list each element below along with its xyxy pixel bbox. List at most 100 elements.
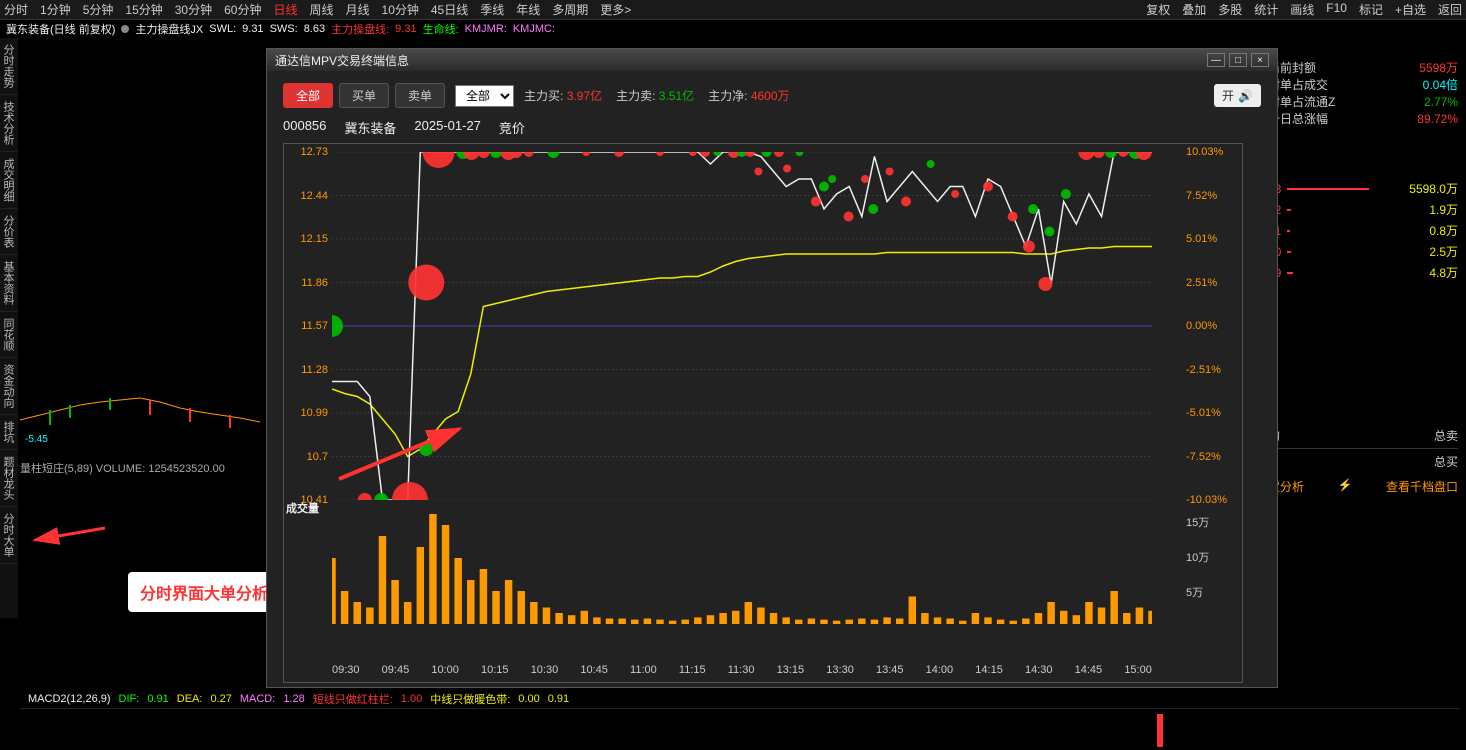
y-right-tick: -7.52% [1186,451,1221,463]
timeframe-30分钟[interactable]: 30分钟 [175,1,212,18]
rp-label: 封单占流通Z [1268,94,1335,111]
level-val: 5598.0万 [1409,180,1458,197]
macd-chart [20,708,1460,750]
stock-code: 000856 [283,118,326,137]
x-tick: 14:15 [975,664,1003,676]
rp-value: 0.04倍 [1423,77,1458,94]
level-bar [1287,251,1423,253]
sidebar-基本资料[interactable]: 基本资料 [0,255,18,312]
menu-多股[interactable]: 多股 [1218,1,1242,18]
timeframe-45日线[interactable]: 45日线 [431,1,468,18]
timeframe-更多>[interactable]: 更多> [600,1,631,18]
sidebar-排坑[interactable]: 排坑 [0,415,18,450]
stat-label: 主力卖: [616,89,655,103]
sidebar-分价表[interactable]: 分价表 [0,209,18,255]
x-tick: 14:00 [926,664,954,676]
menu-统计[interactable]: 统计 [1254,1,1278,18]
volume-title: 成交量 [286,500,319,516]
chart-type: 竞价 [499,118,525,137]
y-right-tick: 7.52% [1186,190,1217,202]
y-left-tick: 12.15 [300,233,328,245]
modal-title-text: 通达信MPV交易终端信息 [275,52,409,69]
x-tick: 13:15 [777,664,805,676]
timeframe-多周期[interactable]: 多周期 [552,1,588,18]
timeframe-15分钟[interactable]: 15分钟 [125,1,162,18]
price-chart [332,152,1152,500]
sidebar-同花顺[interactable]: 同花顺 [0,312,18,358]
menu-+自选[interactable]: +自选 [1395,1,1426,18]
menu-画线[interactable]: 画线 [1290,1,1314,18]
sws-label: SWS: [270,23,298,35]
y-right-tick: 5.01% [1186,233,1217,245]
timeframe-分时[interactable]: 分时 [4,1,28,18]
ind2-label: 主力操盘线: [331,21,389,37]
swl-value: 9.31 [242,23,263,35]
dea-value: 0.27 [210,693,231,705]
mpv-trade-modal: 通达信MPV交易终端信息 — □ × 全部买单卖单 全部 主力买: 3.97亿主… [266,48,1278,688]
y-left-tick: 12.44 [300,190,328,202]
timeframe-1分钟[interactable]: 1分钟 [40,1,71,18]
modal-titlebar[interactable]: 通达信MPV交易终端信息 — □ × [267,49,1277,71]
maximize-button[interactable]: □ [1229,53,1247,67]
y-right-tick: 10.03% [1186,146,1223,158]
dea-label: DEA: [177,693,203,705]
mid-value1: 0.00 [518,693,539,705]
timeframe-60分钟[interactable]: 60分钟 [224,1,261,18]
stat-value: 3.97亿 [567,89,602,103]
volume-indicator-text: 量柱短庄(5,89) VOLUME: 1254523520.00 [20,460,265,478]
timeframe-10分钟[interactable]: 10分钟 [382,1,419,18]
y-vol-tick: 15万 [1186,514,1209,530]
sidebar-分时大单[interactable]: 分时大单 [0,507,18,564]
depth-link[interactable]: 查看千档盘口 [1386,478,1458,495]
left-sidebar: 分时走势技术分析成交明细分价表基本资料同花顺资金动向排坑题材龙头分时大单 [0,38,18,618]
rp-value: 2.77% [1424,94,1458,111]
sidebar-分时走势[interactable]: 分时走势 [0,38,18,95]
red-arrow-icon [30,520,110,550]
menu-标记[interactable]: 标记 [1359,1,1383,18]
close-button[interactable]: × [1251,53,1269,67]
sidebar-资金动向[interactable]: 资金动向 [0,358,18,415]
dif-value: 0.91 [147,693,168,705]
menu-F10[interactable]: F10 [1326,1,1347,18]
menu-叠加[interactable]: 叠加 [1182,1,1206,18]
level-val: 4.8万 [1429,264,1458,281]
speaker-button[interactable]: 开 🔊 [1214,84,1261,107]
timeframe-年线[interactable]: 年线 [516,1,540,18]
y-right-tick: -5.01% [1186,407,1221,419]
y-left-tick: 11.28 [301,364,328,376]
y-vol-tick: 5万 [1186,584,1203,600]
sidebar-技术分析[interactable]: 技术分析 [0,95,18,152]
x-tick: 14:45 [1075,664,1103,676]
timeframe-月线[interactable]: 月线 [346,1,370,18]
menu-返回[interactable]: 返回 [1438,1,1462,18]
filter-pill-卖单[interactable]: 卖单 [395,83,445,108]
rp-value: 5598万 [1419,60,1458,77]
chart-area: 12.7312.4412.1511.8611.5711.2810.9910.71… [283,143,1243,683]
sidebar-成交明细[interactable]: 成交明细 [0,152,18,209]
stat-label: 主力买: [524,89,563,103]
sidebar-题材龙头[interactable]: 题材龙头 [0,450,18,507]
level-val: 2.5万 [1429,243,1458,260]
stat-label: 主力净: [708,89,747,103]
mid-value2: 0.91 [548,693,569,705]
filter-pill-全部[interactable]: 全部 [283,83,333,108]
mini-value: -5.45 [25,434,48,445]
timeframe-日线[interactable]: 日线 [273,1,297,18]
minimize-button[interactable]: — [1207,53,1225,67]
timeframe-季线[interactable]: 季线 [480,1,504,18]
filter-select[interactable]: 全部 [455,85,514,107]
rp-header-buy: 总买 [1434,453,1458,470]
menu-复权[interactable]: 复权 [1146,1,1170,18]
timeframe-周线[interactable]: 周线 [309,1,333,18]
level-val: 1.9万 [1429,201,1458,218]
dot-icon [121,25,129,33]
x-tick: 14:30 [1025,664,1053,676]
x-tick: 09:45 [382,664,410,676]
kmjmr-label: KMJMR: [465,23,507,35]
life-label: 生命线: [423,21,459,37]
level-val: 0.8万 [1429,222,1458,239]
timeframe-5分钟[interactable]: 5分钟 [83,1,114,18]
top-menu: 分时 1分钟 5分钟 15分钟 30分钟 60分钟日线周线月线 10分钟 45日线季线年线多周… [0,0,1466,20]
filter-pill-买单[interactable]: 买单 [339,83,389,108]
kmjmc-label: KMJMC: [513,23,555,35]
